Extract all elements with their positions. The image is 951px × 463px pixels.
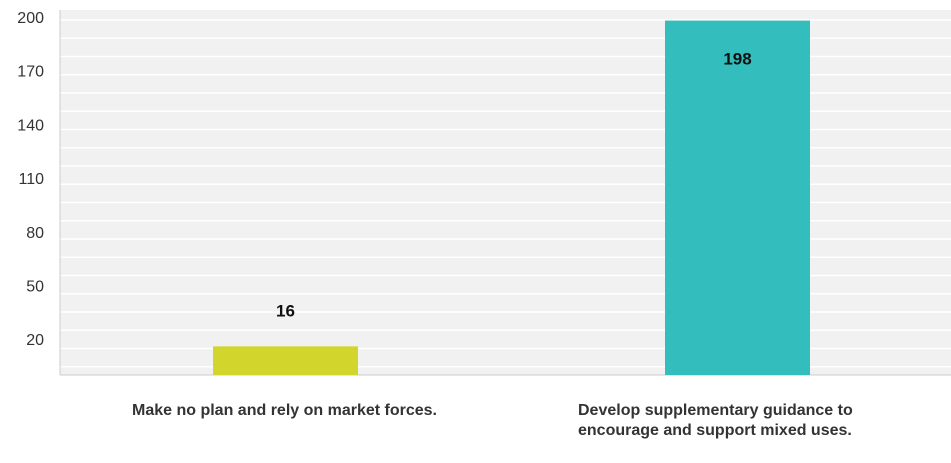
y-tick-label: 50 <box>26 279 44 296</box>
y-tick-label: 110 <box>18 171 44 188</box>
data-label: 198 <box>723 50 751 69</box>
y-tick-label: 140 <box>17 117 44 134</box>
bar <box>213 346 358 375</box>
y-tick-label: 20 <box>26 332 44 349</box>
bar <box>665 20 810 376</box>
bars <box>213 20 810 376</box>
x-tick-label: Make no plan and rely on market forces. <box>132 402 437 419</box>
data-label: 16 <box>276 301 295 320</box>
y-tick-label: 80 <box>26 225 44 242</box>
data-labels: 16 198 <box>276 50 752 321</box>
plot-area <box>60 10 951 375</box>
y-tick-label: 170 <box>17 64 44 81</box>
y-tick-label: 200 <box>17 10 44 27</box>
y-tick-labels: 20 50 80 110 140 170 200 <box>17 10 44 349</box>
x-tick-label: Develop supplementary guidance to encour… <box>578 402 853 439</box>
